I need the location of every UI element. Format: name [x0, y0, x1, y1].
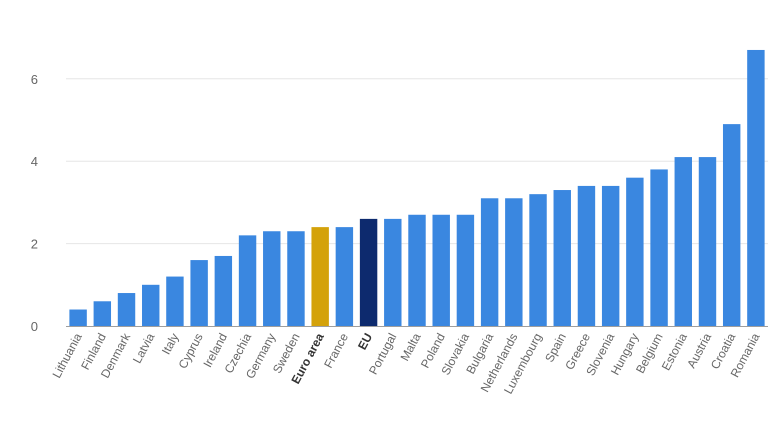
bar-netherlands	[505, 198, 523, 326]
x-tick-label-latvia: Latvia	[130, 331, 158, 366]
bar-cyprus	[190, 260, 208, 326]
bar-belgium	[650, 169, 668, 326]
y-axis-ticks: 0 2 4 6	[31, 72, 38, 334]
bar-greece	[577, 185, 596, 326]
bar-czechia	[238, 235, 257, 326]
y-tick-label-4: 4	[31, 154, 38, 169]
bar-croatia	[722, 124, 741, 327]
bar-ireland	[214, 255, 233, 326]
bar-bulgaria	[480, 198, 499, 326]
x-tick-label-italy: Italy	[159, 331, 182, 357]
bar-luxembourg	[529, 194, 547, 326]
bar-slovakia	[456, 214, 475, 326]
bar-romania	[747, 49, 765, 327]
bar-sweden	[287, 231, 305, 326]
bar-denmark	[117, 293, 136, 326]
bar-latvia	[142, 284, 160, 326]
bar-france	[335, 227, 354, 326]
y-tick-label-0: 0	[31, 319, 38, 334]
bar-hungary	[626, 177, 644, 326]
bar-euro-area	[311, 227, 329, 326]
bar-slovenia	[601, 185, 620, 326]
bar-italy	[166, 276, 184, 326]
y-tick-label-6: 6	[31, 72, 38, 87]
x-tick-label-france: France	[321, 331, 351, 371]
bar-eu	[359, 218, 378, 326]
bar-austria	[698, 157, 717, 326]
bar-lithuania	[69, 309, 87, 326]
bar-poland	[432, 214, 450, 326]
bar-spain	[553, 190, 571, 326]
bar-germany	[263, 231, 281, 326]
bar-portugal	[384, 218, 402, 326]
bar-malta	[408, 214, 426, 326]
bar-estonia	[674, 157, 692, 326]
bars	[69, 49, 765, 327]
bar-finland	[93, 301, 112, 326]
y-tick-label-2: 2	[31, 237, 38, 252]
x-tick-label-lithuania: Lithuania	[50, 331, 85, 381]
x-tick-label-eu: EU	[355, 331, 375, 352]
